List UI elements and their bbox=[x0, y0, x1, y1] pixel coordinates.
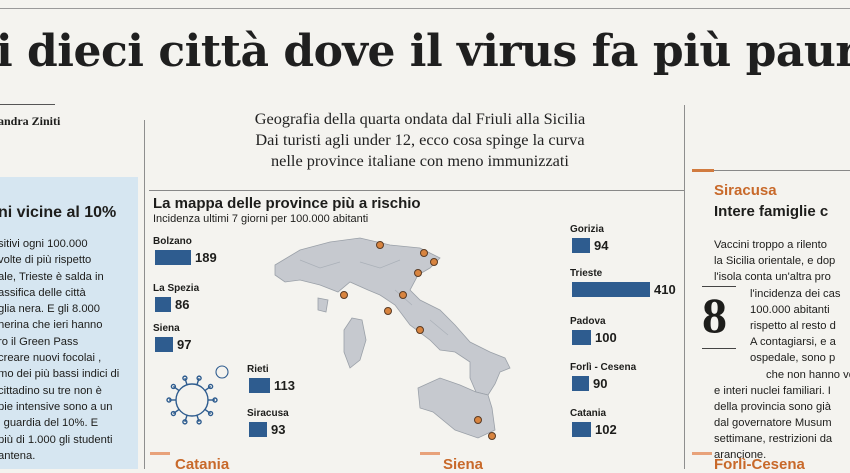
bar-value-siracusa: 93 bbox=[271, 422, 286, 437]
section-marker bbox=[692, 169, 714, 172]
section-rule bbox=[714, 170, 850, 171]
text-line: mo dei più bassi indici di bbox=[0, 368, 120, 381]
section-rule bbox=[149, 190, 684, 191]
bar-value-la-spezia: 86 bbox=[175, 297, 190, 312]
drop-cap-number: 8 bbox=[702, 287, 727, 343]
column-rule-right bbox=[684, 105, 685, 469]
section-head-siena: Siena bbox=[443, 456, 484, 473]
text-line: arancione. bbox=[714, 449, 767, 462]
left-column-title: ni vicine al 10% bbox=[0, 204, 117, 221]
text-line: assifica delle città bbox=[0, 286, 86, 299]
chart-title: La mappa delle province più a rischio bbox=[153, 195, 421, 212]
bar-gorizia bbox=[572, 238, 590, 253]
text-line: herina che ieri hanno bbox=[0, 319, 103, 332]
bar-catania bbox=[572, 422, 591, 437]
bar-label-trieste: Trieste bbox=[570, 268, 603, 279]
text-line: creare nuovi focolai , bbox=[0, 352, 102, 365]
bar-value-forl-cesena: 90 bbox=[593, 376, 608, 391]
text-line: cittadino su tre non è bbox=[0, 384, 102, 397]
map-marker-la-spezia bbox=[340, 291, 348, 299]
text-line: l'isola conta un'altra pro bbox=[714, 271, 831, 284]
bar-value-gorizia: 94 bbox=[594, 238, 609, 253]
map-marker-siracusa bbox=[488, 432, 496, 440]
text-line: Vaccini troppo a rilento bbox=[714, 239, 827, 251]
map-marker-gorizia bbox=[420, 249, 428, 257]
text-line: ale, Trieste è salda in bbox=[0, 270, 104, 283]
text-line: e interi nuclei familiari. I bbox=[714, 384, 831, 397]
bar-label-forl-cesena: Forlì - Cesena bbox=[570, 362, 637, 373]
text-line: glia nera. E gli 8.000 bbox=[0, 303, 100, 316]
map-marker-catania bbox=[474, 416, 482, 424]
text-line: dal governatore Musum bbox=[714, 417, 832, 430]
text-line: A contagiarsi, e a bbox=[750, 336, 836, 349]
section-head-catania: Catania bbox=[175, 456, 230, 473]
map-marker-rieti bbox=[416, 326, 424, 334]
section-marker bbox=[420, 452, 440, 455]
virus-illustration bbox=[166, 375, 218, 425]
byline-rule bbox=[0, 104, 55, 105]
intro-text: Geografia della quarta ondata dal Friuli… bbox=[150, 108, 690, 171]
bar-label-gorizia: Gorizia bbox=[570, 224, 604, 235]
left-column-text: sitivi ogni 100.000 volte di più rispetto… bbox=[0, 236, 138, 464]
bar-bolzano bbox=[155, 250, 191, 265]
section-marker bbox=[692, 452, 712, 455]
bar-value-bolzano: 189 bbox=[195, 250, 217, 265]
text-line: più di 1.000 gli studenti bbox=[0, 433, 113, 446]
text-line: della provincia sono già bbox=[714, 400, 831, 413]
text-line: 100.000 abitanti bbox=[750, 303, 830, 316]
map-marker-siena bbox=[384, 307, 392, 315]
right-column-title: Intere famiglie c bbox=[714, 203, 829, 220]
text-line: la Sicilia orientale, e dop bbox=[714, 255, 836, 268]
bar-label-bolzano: Bolzano bbox=[153, 236, 192, 247]
text-line: ro il Green Pass bbox=[0, 335, 79, 348]
bar-forl-cesena bbox=[572, 376, 589, 391]
drop-cap-rule bbox=[702, 286, 736, 287]
drop-cap-rule bbox=[702, 348, 736, 349]
bar-label-rieti: Rieti bbox=[247, 364, 269, 375]
map-marker-bolzano bbox=[376, 241, 384, 249]
bar-siracusa bbox=[249, 422, 267, 437]
text-line: volte di più rispetto bbox=[0, 254, 92, 267]
bar-label-siracusa: Siracusa bbox=[247, 408, 289, 419]
bar-value-catania: 102 bbox=[595, 422, 617, 437]
right-column-city: Siracusa bbox=[714, 182, 777, 199]
bar-value-padova: 100 bbox=[595, 330, 617, 345]
text-line: pie intensive sono a un bbox=[0, 400, 113, 413]
map-marker-padova bbox=[414, 269, 422, 277]
column-rule-left bbox=[144, 120, 145, 469]
bar-label-catania: Catania bbox=[570, 408, 607, 419]
bar-label-siena: Siena bbox=[153, 323, 180, 334]
headline: i dieci città dove il virus fa più paura bbox=[0, 26, 850, 77]
bar-trieste bbox=[572, 282, 650, 297]
bar-rieti bbox=[249, 378, 270, 393]
bar-label-la-spezia: La Spezia bbox=[153, 283, 200, 294]
intro-line: Dai turisti agli under 12, ecco cosa spi… bbox=[255, 130, 585, 149]
section-marker bbox=[150, 452, 170, 455]
text-line: rispetto al resto d bbox=[750, 319, 836, 332]
bar-value-trieste: 410 bbox=[654, 282, 676, 297]
chart-subtitle: Incidenza ultimi 7 giorni per 100.000 ab… bbox=[153, 213, 369, 225]
text-line: i guardia del 10%. E bbox=[0, 417, 99, 430]
bar-label-padova: Padova bbox=[570, 316, 606, 327]
virus-illustration-small bbox=[215, 365, 229, 379]
byline: andra Ziniti bbox=[0, 114, 61, 128]
intro-line: Geografia della quarta ondata dal Friuli… bbox=[254, 109, 586, 128]
text-line: antena. bbox=[0, 449, 36, 462]
map-marker-forli-cesena bbox=[399, 291, 407, 299]
text-line: ospedale, sono p bbox=[750, 352, 836, 365]
bar-padova bbox=[572, 330, 591, 345]
bar-value-rieti: 113 bbox=[274, 378, 295, 393]
top-rule bbox=[0, 8, 850, 9]
bar-value-siena: 97 bbox=[177, 337, 192, 352]
intro-line: nelle province italiane con meno immuniz… bbox=[271, 151, 569, 170]
text-line: che non hanno vo bbox=[766, 368, 850, 381]
map-marker-trieste bbox=[430, 258, 438, 266]
text-line: l'incidenza dei cas bbox=[750, 287, 841, 300]
left-column-box bbox=[0, 177, 138, 469]
bar-la-spezia bbox=[155, 297, 171, 312]
text-line: sitivi ogni 100.000 bbox=[0, 238, 88, 250]
bar-siena bbox=[155, 337, 173, 352]
text-line: settimane, restrizioni da bbox=[714, 433, 833, 446]
right-column-text: Vaccini troppo a rilento la Sicilia orien… bbox=[714, 237, 850, 464]
